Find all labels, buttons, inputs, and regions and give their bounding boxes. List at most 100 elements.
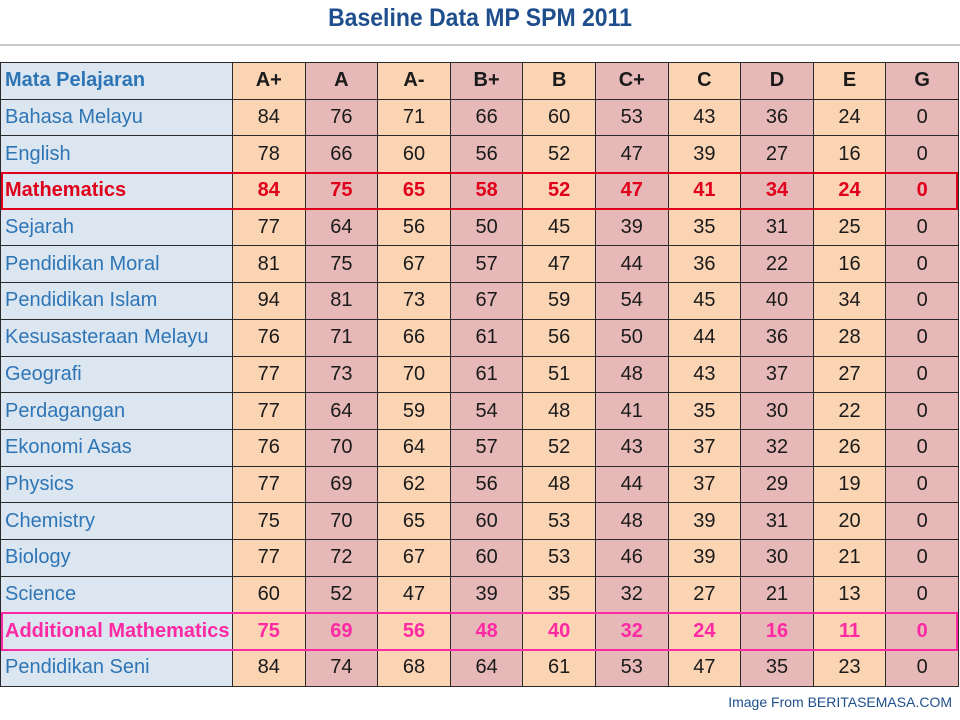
value-cell: 64 (377, 428, 451, 467)
value-cell: 60 (449, 538, 524, 577)
value-cell: 44 (594, 465, 669, 504)
value-cell: 19 (812, 465, 887, 504)
value-cell: 41 (594, 392, 669, 430)
header-grade: D (740, 62, 814, 100)
value-cell: 22 (740, 245, 814, 284)
value-cell: 23 (812, 649, 887, 687)
table-row: Mathematics 84 75 65 58 52 47 41 34 24 0 (0, 172, 959, 210)
value-cell: 21 (740, 575, 814, 614)
value-cell: 0 (885, 355, 959, 394)
value-cell: 48 (449, 612, 524, 650)
value-cell: 75 (304, 172, 379, 210)
value-cell: 75 (232, 502, 306, 540)
value-cell: 61 (449, 355, 524, 394)
value-cell: 0 (885, 649, 959, 687)
value-cell: 39 (667, 538, 742, 577)
value-cell: 0 (885, 502, 959, 540)
header-grade: B+ (449, 62, 524, 100)
subject-cell: Bahasa Melayu (0, 98, 233, 137)
table-row: Kesusasteraan Melayu 76 71 66 61 56 50 44 36 28 0 (0, 318, 959, 357)
value-cell: 64 (449, 649, 524, 687)
value-cell: 73 (377, 282, 451, 320)
table-row: Additional Mathematics 75 69 56 48 40 32 24 16 11… (0, 612, 959, 650)
value-cell: 21 (812, 538, 887, 577)
header-grade: A- (377, 62, 451, 100)
value-cell: 36 (740, 318, 814, 357)
value-cell: 52 (304, 575, 379, 614)
value-cell: 70 (304, 428, 379, 467)
value-cell: 13 (812, 575, 887, 614)
value-cell: 50 (449, 208, 524, 247)
table-row: Bahasa Melayu 84 76 71 66 60 53 43 36 24 0 (0, 98, 959, 137)
value-cell: 27 (667, 575, 742, 614)
subject-cell: Mathematics (0, 172, 233, 210)
value-cell: 51 (522, 355, 596, 394)
value-cell: 32 (740, 428, 814, 467)
value-cell: 40 (740, 282, 814, 320)
value-cell: 50 (594, 318, 669, 357)
value-cell: 39 (594, 208, 669, 247)
value-cell: 77 (232, 465, 306, 504)
value-cell: 43 (667, 355, 742, 394)
value-cell: 44 (594, 245, 669, 284)
value-cell: 30 (740, 392, 814, 430)
value-cell: 56 (449, 135, 524, 174)
table-row: Physics 77 69 62 56 48 44 37 29 19 0 (0, 465, 959, 504)
value-cell: 31 (740, 502, 814, 540)
value-cell: 53 (522, 502, 596, 540)
table-row: Biology 77 72 67 60 53 46 39 30 21 0 (0, 538, 959, 577)
value-cell: 32 (594, 575, 669, 614)
subject-cell: Sejarah (0, 208, 233, 247)
value-cell: 53 (594, 98, 669, 137)
value-cell: 48 (522, 392, 596, 430)
value-cell: 35 (667, 208, 742, 247)
value-cell: 44 (667, 318, 742, 357)
value-cell: 73 (304, 355, 379, 394)
header-grade: A+ (232, 62, 306, 100)
value-cell: 22 (812, 392, 887, 430)
subject-cell: Additional Mathematics (0, 612, 233, 650)
value-cell: 71 (304, 318, 379, 357)
value-cell: 76 (232, 318, 306, 357)
value-cell: 48 (594, 355, 669, 394)
header-grade: A (304, 62, 379, 100)
value-cell: 64 (304, 392, 379, 430)
table-row: Pendidikan Islam 94 81 73 67 59 54 45 40 34 0 (0, 282, 959, 320)
value-cell: 11 (812, 612, 887, 650)
value-cell: 54 (594, 282, 669, 320)
value-cell: 0 (885, 98, 959, 137)
value-cell: 60 (232, 575, 306, 614)
subject-cell: Ekonomi Asas (0, 428, 233, 467)
value-cell: 94 (232, 282, 306, 320)
value-cell: 27 (740, 135, 814, 174)
value-cell: 37 (667, 465, 742, 504)
table-row: English 78 66 60 56 52 47 39 27 16 0 (0, 135, 959, 174)
value-cell: 76 (232, 428, 306, 467)
value-cell: 45 (522, 208, 596, 247)
value-cell: 0 (885, 538, 959, 577)
subject-cell: English (0, 135, 233, 174)
image-credit: Image From BERITASEMASA.COM (728, 694, 952, 710)
value-cell: 66 (377, 318, 451, 357)
value-cell: 68 (377, 649, 451, 687)
value-cell: 39 (449, 575, 524, 614)
value-cell: 84 (232, 98, 306, 137)
value-cell: 40 (522, 612, 596, 650)
value-cell: 32 (594, 612, 669, 650)
value-cell: 39 (667, 135, 742, 174)
value-cell: 0 (885, 465, 959, 504)
value-cell: 34 (740, 172, 814, 210)
table-row: Geografi 77 73 70 61 51 48 43 37 27 0 (0, 355, 959, 394)
table-row: Chemistry 75 70 65 60 53 48 39 31 20 0 (0, 502, 959, 540)
value-cell: 41 (667, 172, 742, 210)
value-cell: 74 (304, 649, 379, 687)
header-grade: G (885, 62, 959, 100)
value-cell: 66 (449, 98, 524, 137)
value-cell: 77 (232, 538, 306, 577)
table-row: Pendidikan Seni 84 74 68 64 61 53 47 35 23 0 (0, 649, 959, 687)
value-cell: 57 (449, 245, 524, 284)
value-cell: 60 (522, 98, 596, 137)
value-cell: 62 (377, 465, 451, 504)
value-cell: 65 (377, 172, 451, 210)
value-cell: 59 (377, 392, 451, 430)
